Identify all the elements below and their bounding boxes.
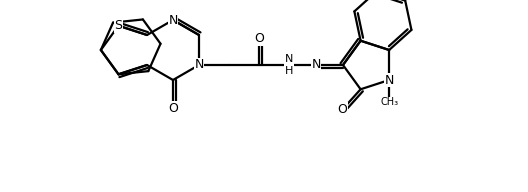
Text: O: O	[338, 103, 347, 116]
Text: S: S	[115, 19, 122, 32]
Text: CH₃: CH₃	[380, 97, 398, 107]
Text: O: O	[168, 102, 178, 114]
Text: N: N	[194, 59, 204, 71]
Text: O: O	[254, 32, 264, 46]
Text: N: N	[312, 59, 320, 71]
Text: N: N	[384, 74, 394, 87]
Text: N
H: N H	[285, 54, 293, 76]
Text: N: N	[168, 13, 178, 26]
